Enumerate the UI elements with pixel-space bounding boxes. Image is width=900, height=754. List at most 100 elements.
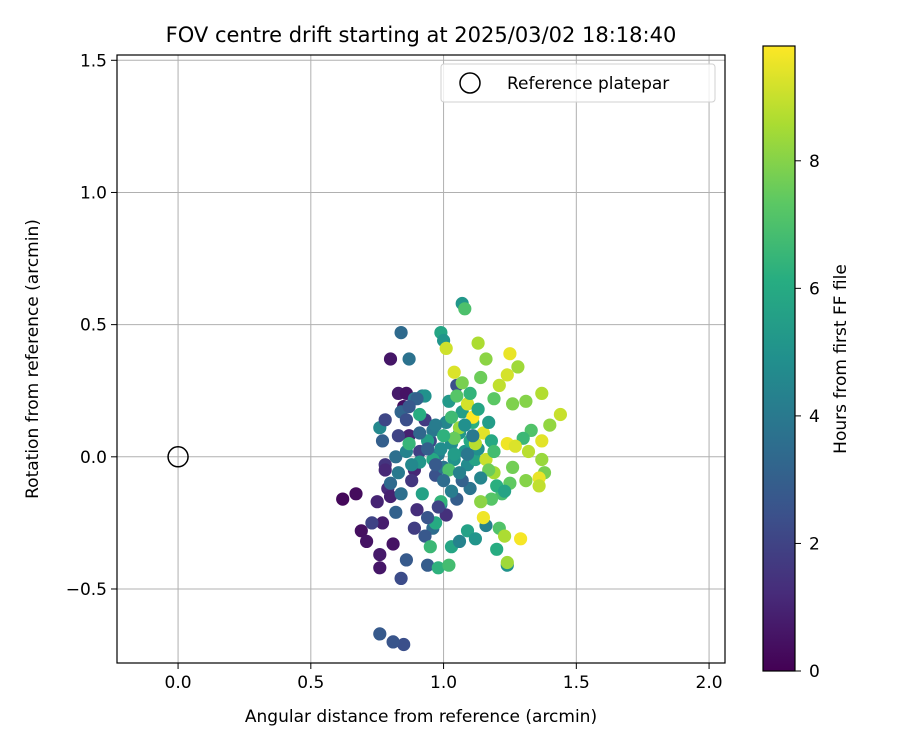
scatter-point <box>391 466 405 480</box>
scatter-point <box>535 452 549 467</box>
scatter-point <box>543 418 557 432</box>
scatter-point <box>452 534 467 549</box>
scatter-point <box>482 415 496 429</box>
scatter-point <box>407 521 421 535</box>
scatter-point <box>421 510 435 525</box>
scatter-point <box>535 434 549 448</box>
colorbar-tick-label: 2 <box>809 534 820 554</box>
scatter-point <box>405 458 419 472</box>
scatter-point <box>383 476 398 490</box>
scatter-point <box>514 532 528 546</box>
colorbar-frame <box>762 45 796 672</box>
x-tick-label: 0.0 <box>165 673 192 693</box>
y-tick-label: −0.5 <box>66 580 107 600</box>
scatter-point <box>391 429 405 443</box>
scatter-point <box>535 386 549 400</box>
plot-background <box>117 55 725 663</box>
scatter-point <box>455 376 469 390</box>
scatter-point <box>490 542 504 556</box>
colorbar-tick-label: 8 <box>809 152 820 172</box>
x-tick-label: 1.5 <box>563 673 590 693</box>
scatter-point <box>463 386 477 400</box>
scatter-point <box>460 397 475 411</box>
scatter-point <box>474 495 488 509</box>
reference-platepar-marker <box>167 446 189 468</box>
scatter-point <box>336 492 350 506</box>
scatter-point <box>429 458 443 472</box>
scatter-point <box>498 529 512 543</box>
scatter-point <box>505 460 520 474</box>
scatter-point <box>466 429 480 443</box>
x-axis-label: Angular distance from reference (arcmin) <box>245 707 597 727</box>
scatter-point <box>450 389 464 403</box>
scatter-point <box>532 479 546 493</box>
scatter-point <box>460 447 475 461</box>
scatter-point <box>402 437 416 451</box>
colorbar-gradient <box>763 46 795 671</box>
scatter-point <box>444 484 459 498</box>
y-axis-label: Rotation from reference (arcmin) <box>23 219 43 499</box>
scatter-point <box>373 627 387 641</box>
scatter-point <box>500 555 514 570</box>
scatter-point <box>375 434 390 448</box>
scatter-point <box>437 429 451 443</box>
scatter-point <box>421 442 435 456</box>
scatter-point <box>389 505 403 519</box>
scatter-point <box>434 442 448 456</box>
scatter-point <box>405 474 419 488</box>
grid-layer <box>117 55 725 663</box>
scatter-point <box>421 558 435 572</box>
y-tick-label: 0.0 <box>80 448 107 468</box>
scatter-point <box>442 558 456 572</box>
chart-title: FOV centre drift starting at 2025/03/02 … <box>166 23 677 47</box>
scatter-point <box>487 392 501 406</box>
y-axis-ticks: −0.5 0.0 0.5 1.0 1.5 <box>66 51 117 600</box>
scatter-point <box>474 471 488 485</box>
scatter-point <box>354 524 368 538</box>
scatter-point <box>482 463 496 477</box>
x-tick-label: 1.0 <box>430 673 457 693</box>
scatter-point <box>383 489 398 504</box>
scatter-point <box>373 548 387 562</box>
colorbar-ticks: 0 2 4 6 8 <box>795 152 820 682</box>
scatter-point <box>519 394 533 408</box>
plot-frame <box>116 54 726 664</box>
scatter-point <box>365 516 379 530</box>
y-tick-label: 0.5 <box>80 316 107 336</box>
scatter-point <box>458 302 472 316</box>
scatter-point <box>471 402 485 416</box>
scatter-point <box>386 537 400 551</box>
scatter-point <box>521 444 536 459</box>
scatter-point <box>429 418 443 432</box>
y-tick-label: 1.0 <box>80 183 107 203</box>
scatter-point <box>503 347 517 361</box>
scatter-point <box>484 434 498 448</box>
scatter-point <box>468 532 482 546</box>
scatter-point <box>479 452 493 467</box>
scatter-point <box>370 495 384 509</box>
colorbar-tick-label: 4 <box>809 407 820 427</box>
reference-layer <box>167 446 189 468</box>
scatter-point <box>474 370 488 385</box>
colorbar-tick-label: 0 <box>809 662 820 682</box>
scatter-point <box>423 540 437 554</box>
scatter-point <box>500 368 514 382</box>
scatter-point <box>442 463 456 477</box>
scatter-point <box>378 463 392 477</box>
scatter-point <box>447 431 461 445</box>
scatter-point <box>383 352 398 366</box>
scatter-point <box>505 397 520 411</box>
x-axis-ticks: 0.0 0.5 1.0 1.5 2.0 <box>165 663 723 693</box>
scatter-point <box>415 487 429 501</box>
legend-label-reference-platepar: Reference platepar <box>507 74 669 94</box>
scatter-point <box>498 484 512 498</box>
scatter-point <box>447 447 461 461</box>
legend-box <box>440 63 716 103</box>
scatter-point <box>519 474 533 488</box>
scatter-point <box>431 500 445 514</box>
scatter-point <box>394 326 408 340</box>
scatter-point <box>373 561 387 575</box>
scatter-point <box>402 352 416 366</box>
scatter-point <box>394 571 408 586</box>
